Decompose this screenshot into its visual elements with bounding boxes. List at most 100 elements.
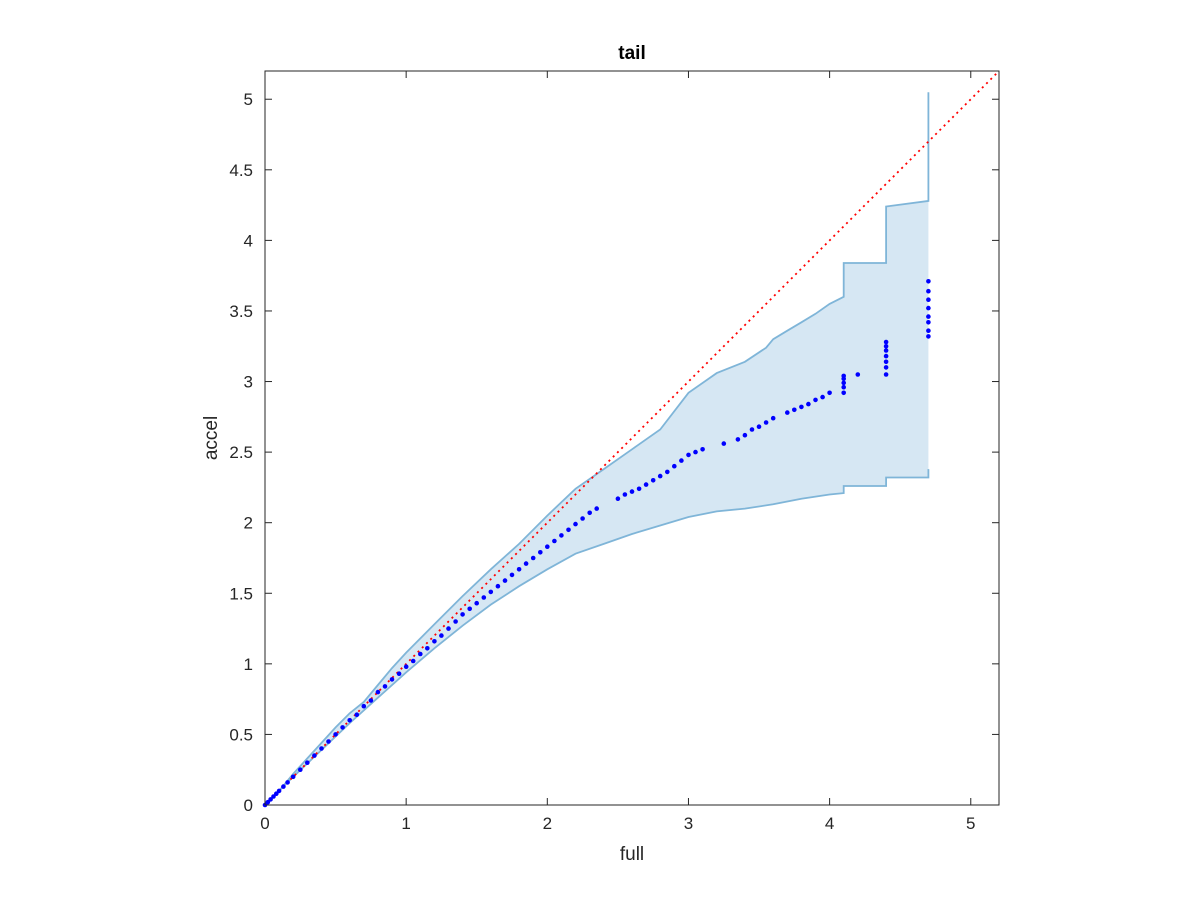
data-point — [643, 482, 649, 487]
data-point — [657, 473, 663, 479]
data-point — [333, 732, 338, 737]
identity-reference-line — [264, 70, 1000, 806]
y-tick-label: 2.5 — [229, 443, 253, 462]
data-point — [502, 578, 508, 583]
data-point — [516, 567, 522, 572]
data-point — [509, 572, 515, 578]
data-point — [926, 320, 931, 325]
data-point — [460, 612, 465, 617]
data-point — [883, 344, 889, 349]
data-point — [629, 489, 635, 494]
data-point — [354, 712, 360, 717]
data-point — [926, 334, 931, 339]
data-point — [382, 684, 388, 689]
data-point — [785, 410, 790, 415]
data-point — [813, 397, 818, 403]
data-point — [432, 639, 437, 644]
y-tick-label: 2 — [244, 514, 253, 533]
x-tick-label: 0 — [260, 814, 269, 833]
data-point — [530, 555, 536, 561]
y-tick-label: 4 — [244, 231, 253, 250]
data-point — [883, 339, 889, 345]
data-point — [523, 561, 529, 566]
data-point — [566, 527, 571, 533]
y-tick-label: 5 — [244, 90, 253, 109]
data-point — [453, 619, 458, 624]
data-point — [926, 297, 931, 303]
data-point — [770, 415, 776, 421]
data-point — [742, 432, 748, 438]
data-point — [274, 791, 279, 796]
data-point — [481, 595, 487, 600]
data-point — [425, 646, 430, 651]
data-point — [587, 510, 592, 516]
data-point — [580, 516, 585, 521]
data-point — [439, 633, 444, 638]
y-tick-label: 1 — [244, 655, 253, 674]
confidence-band-fill — [265, 92, 929, 805]
data-point — [841, 390, 846, 396]
y-tick-label: 0 — [244, 796, 253, 815]
data-point — [467, 606, 473, 612]
data-point — [883, 365, 889, 370]
data-point — [700, 447, 705, 452]
y-tick-label: 0.5 — [229, 725, 253, 744]
scatter-series — [262, 279, 931, 808]
chart-title: tail — [618, 43, 645, 64]
data-point — [340, 725, 345, 730]
data-point — [926, 288, 931, 294]
data-point — [693, 449, 698, 455]
plot-area: 0 1 2 3 4 5 0 0.5 1 1.5 2 2.5 3 3.5 4 4.5 5 — [229, 70, 1000, 833]
data-point — [290, 774, 296, 780]
data-point — [552, 538, 557, 544]
data-point — [545, 544, 550, 549]
x-axis-label: full — [620, 844, 644, 865]
data-point — [841, 373, 846, 379]
data-point — [410, 658, 416, 664]
data-point — [827, 390, 832, 396]
data-point — [806, 401, 811, 407]
data-point — [268, 797, 273, 802]
data-point — [679, 458, 684, 463]
data-point — [855, 372, 861, 377]
data-point — [926, 328, 931, 334]
data-point — [792, 407, 797, 413]
data-point — [403, 664, 409, 669]
data-point — [265, 799, 271, 805]
data-point — [763, 420, 769, 425]
data-point — [396, 671, 402, 676]
y-tick-label: 3.5 — [229, 302, 253, 321]
data-point — [298, 767, 303, 772]
confidence-band-lower-edge — [264, 469, 930, 806]
y-tick-label: 4.5 — [229, 161, 253, 180]
data-point — [926, 279, 931, 284]
data-point — [615, 496, 621, 502]
data-point — [799, 404, 804, 410]
data-point — [883, 359, 889, 365]
data-point — [276, 788, 282, 794]
x-tick-label: 4 — [825, 814, 834, 833]
y-axis-label: accel — [201, 416, 222, 460]
data-point — [389, 677, 395, 682]
data-point — [883, 348, 889, 353]
data-point — [285, 780, 290, 785]
data-point — [820, 394, 825, 400]
data-point — [446, 626, 451, 631]
data-point — [368, 698, 374, 703]
data-point — [650, 478, 656, 483]
x-tick-label: 1 — [401, 814, 410, 833]
data-point — [926, 314, 931, 319]
data-point — [271, 794, 276, 799]
data-point — [418, 651, 423, 657]
data-point — [883, 372, 889, 377]
data-point — [488, 589, 494, 595]
x-tick-label: 5 — [966, 814, 975, 833]
data-point — [326, 739, 331, 744]
data-point — [281, 784, 286, 789]
data-point — [926, 305, 931, 311]
x-tick-label: 2 — [543, 814, 552, 833]
data-point — [495, 583, 501, 589]
data-point — [883, 353, 889, 359]
data-point — [594, 506, 599, 511]
data-point — [672, 463, 677, 469]
